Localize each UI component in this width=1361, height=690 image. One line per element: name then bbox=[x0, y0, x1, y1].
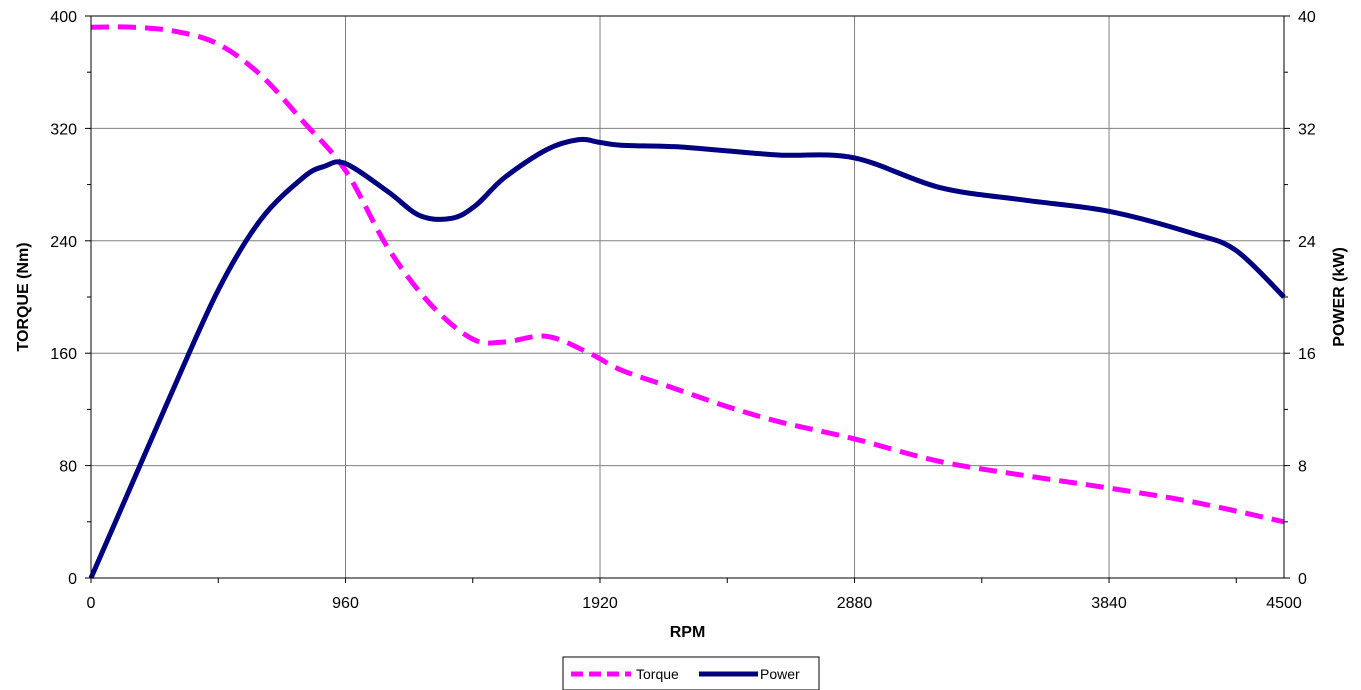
y-tick-label-right: 24 bbox=[1298, 234, 1316, 251]
x-tick-label: 0 bbox=[87, 595, 96, 612]
legend: Torque Power bbox=[562, 656, 820, 690]
y-tick-label-left: 320 bbox=[50, 121, 77, 138]
x-tick-label: 2880 bbox=[837, 595, 873, 612]
y-tick-label-right: 8 bbox=[1298, 459, 1307, 476]
axes bbox=[85, 15, 1290, 583]
y-tick-label-right: 40 bbox=[1298, 9, 1316, 26]
y-tick-label-left: 240 bbox=[50, 234, 77, 251]
x-tick-label: 4500 bbox=[1266, 595, 1302, 612]
series-lines bbox=[88, 24, 1286, 579]
y-tick-label-left: 160 bbox=[50, 346, 77, 363]
legend-label-torque: Torque bbox=[636, 666, 679, 682]
y-tick-label-left: 0 bbox=[68, 571, 77, 588]
grid bbox=[91, 16, 1284, 578]
y-tick-label-right: 16 bbox=[1298, 346, 1316, 363]
x-axis-title: RPM bbox=[670, 624, 706, 641]
plot-area-border bbox=[90, 15, 1285, 579]
legend-label-power: Power bbox=[760, 666, 800, 682]
legend-box bbox=[562, 656, 820, 690]
x-tick-label: 960 bbox=[332, 595, 359, 612]
y-axis-title-right: POWER (kW) bbox=[1331, 247, 1348, 347]
series-line-power bbox=[88, 136, 1286, 579]
y-tick-label-right: 32 bbox=[1298, 121, 1316, 138]
y-tick-label-left: 400 bbox=[50, 9, 77, 26]
y-tick-label-right: 0 bbox=[1298, 571, 1307, 588]
series-line-torque bbox=[90, 24, 1285, 525]
y-tick-label-left: 80 bbox=[59, 459, 77, 476]
x-tick-label: 1920 bbox=[582, 595, 618, 612]
x-tick-label: 3840 bbox=[1091, 595, 1127, 612]
y-axis-title-left: TORQUE (Nm) bbox=[15, 242, 32, 351]
